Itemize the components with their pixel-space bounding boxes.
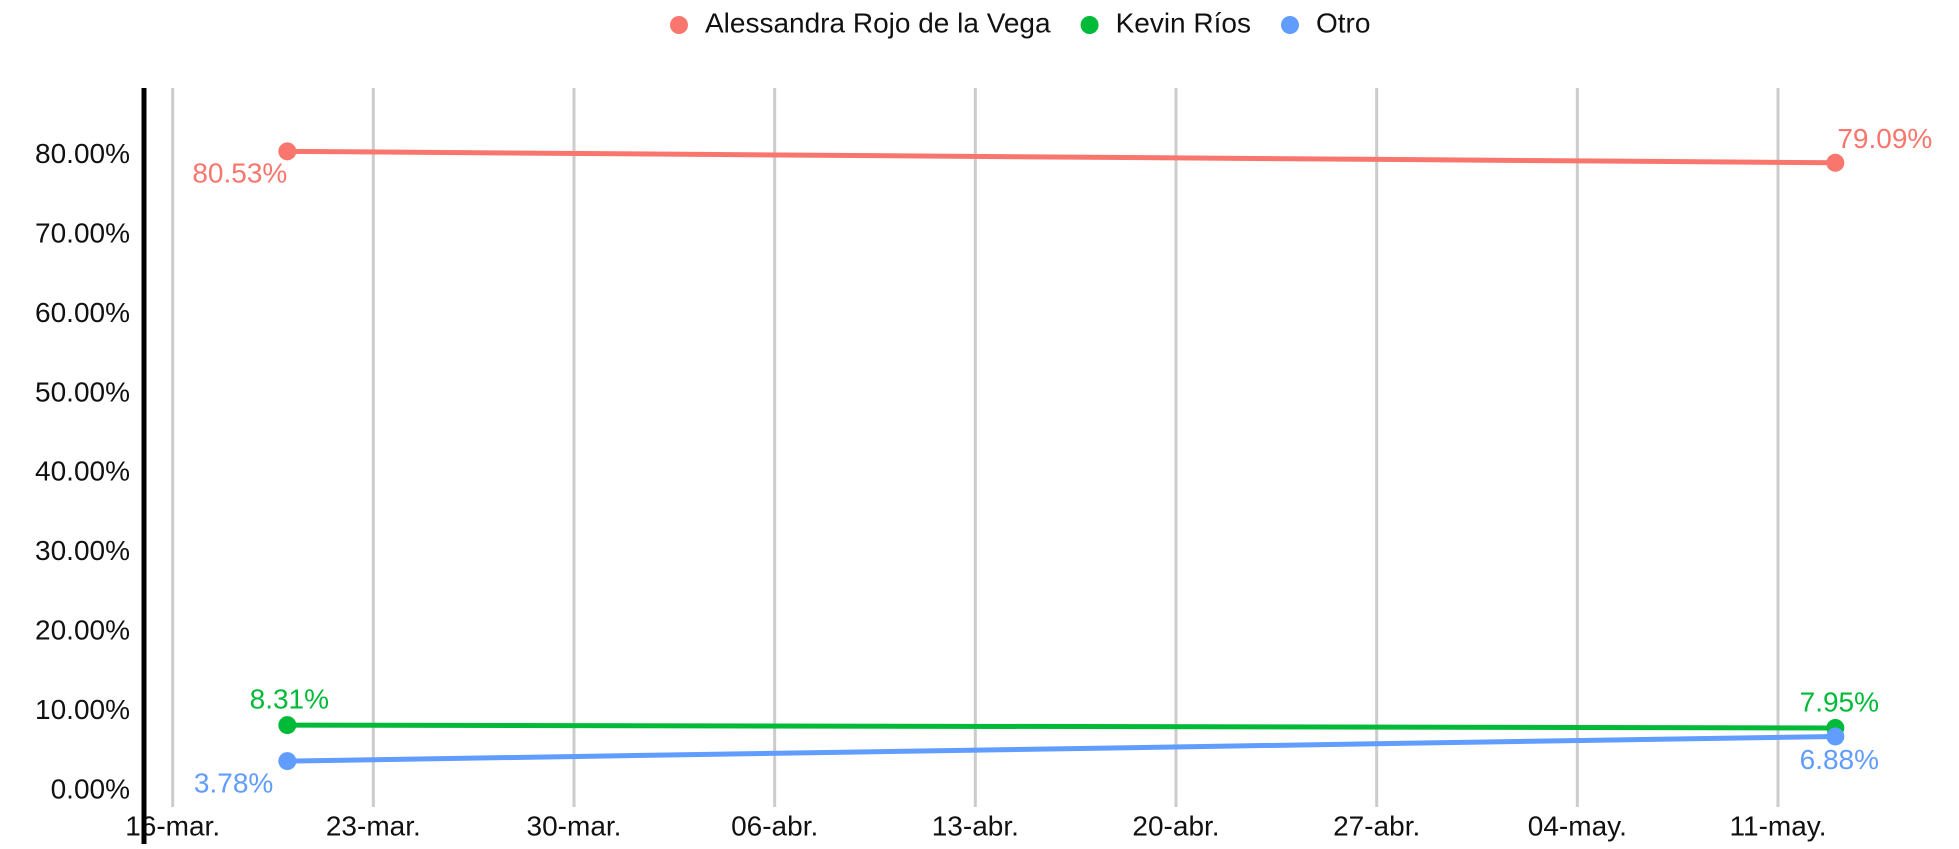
y-tick-label: 30.00% xyxy=(35,535,130,566)
y-tick-label: 20.00% xyxy=(35,615,130,646)
legend-label: Alessandra Rojo de la Vega xyxy=(705,7,1051,38)
x-tick-label: 11-may. xyxy=(1730,810,1827,841)
y-tick-label: 40.00% xyxy=(35,456,130,487)
legend-label: Otro xyxy=(1316,7,1370,38)
x-tick-label: 06-abr. xyxy=(731,810,818,841)
data-label: 79.09% xyxy=(1837,123,1932,154)
x-tick-label: 13-abr. xyxy=(932,810,1019,841)
point xyxy=(278,716,297,735)
legend-swatch xyxy=(670,16,688,34)
data-label: 6.88% xyxy=(1800,744,1879,775)
y-tick-label: 0.00% xyxy=(51,774,130,805)
x-tick-label: 20-abr. xyxy=(1132,810,1219,841)
series-line xyxy=(287,722,1836,731)
x-tick-label: 27-abr. xyxy=(1333,810,1420,841)
y-tick-label: 50.00% xyxy=(35,376,130,407)
x-tick-label: 23-mar. xyxy=(326,810,421,841)
point xyxy=(278,142,297,161)
point xyxy=(1826,727,1845,746)
x-tick-label: 04-may. xyxy=(1528,810,1627,841)
point xyxy=(278,752,297,771)
data-label: 3.78% xyxy=(194,767,273,798)
legend-label: Kevin Ríos xyxy=(1116,7,1251,38)
y-tick-label: 80.00% xyxy=(35,138,130,169)
legend-swatch xyxy=(1280,16,1299,34)
data-label: 80.53% xyxy=(192,158,287,189)
data-label: 8.31% xyxy=(250,683,329,714)
y-tick-label: 70.00% xyxy=(35,217,130,248)
series-line xyxy=(287,148,1836,166)
point xyxy=(1826,153,1845,172)
y-tick-label: 10.00% xyxy=(35,694,130,725)
x-tick-label: 30-mar. xyxy=(527,810,622,841)
legend-swatch xyxy=(1080,16,1099,34)
data-label: 7.95% xyxy=(1800,686,1879,717)
series-line xyxy=(287,733,1836,764)
y-tick-label: 60.00% xyxy=(35,297,130,328)
x-tick-label: 16-mar. xyxy=(125,810,220,841)
